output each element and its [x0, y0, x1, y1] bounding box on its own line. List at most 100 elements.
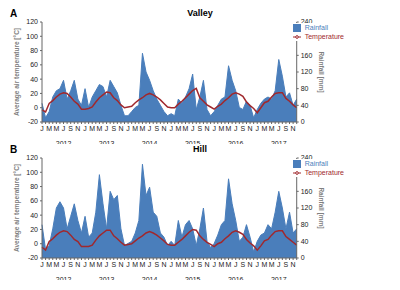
svg-text:J: J [40, 261, 44, 268]
svg-text:M: M [183, 261, 189, 268]
svg-text:M: M [218, 261, 224, 268]
svg-text:M: M [132, 125, 138, 132]
svg-text:J: J [148, 125, 152, 132]
svg-text:N: N [204, 125, 209, 132]
svg-text:60: 60 [30, 61, 38, 68]
svg-text:S: S [154, 125, 159, 132]
svg-text:80: 80 [30, 183, 38, 190]
svg-text:N: N [75, 125, 80, 132]
svg-text:Rainfall [mm]: Rainfall [mm] [317, 51, 325, 92]
svg-text:J: J [105, 261, 109, 268]
svg-text:J: J [169, 261, 173, 268]
svg-text:J: J [40, 125, 44, 132]
svg-text:J: J [83, 125, 87, 132]
svg-text:N: N [291, 125, 296, 132]
svg-text:N: N [118, 125, 123, 132]
svg-text:J: J [234, 261, 238, 268]
svg-text:80: 80 [301, 85, 309, 92]
svg-text:2013: 2013 [99, 140, 115, 144]
svg-text:S: S [111, 125, 116, 132]
svg-text:M: M [132, 261, 138, 268]
svg-text:M: M [226, 125, 232, 132]
svg-text:S: S [198, 261, 203, 268]
svg-text:M: M [53, 125, 59, 132]
svg-text:0: 0 [34, 240, 38, 247]
svg-text:M: M [261, 261, 267, 268]
svg-text:40: 40 [30, 76, 38, 83]
svg-text:40: 40 [301, 238, 309, 245]
svg-text:2017: 2017 [271, 276, 287, 280]
svg-text:2014: 2014 [142, 276, 158, 280]
svg-text:40: 40 [30, 212, 38, 219]
svg-text:J: J [234, 125, 238, 132]
svg-text:N: N [291, 261, 296, 268]
svg-text:J: J [212, 261, 216, 268]
svg-text:M: M [89, 125, 95, 132]
svg-text:200: 200 [301, 171, 313, 178]
svg-text:M: M [175, 125, 181, 132]
svg-text:M: M [261, 125, 267, 132]
svg-text:240: 240 [301, 154, 313, 161]
svg-text:M: M [96, 125, 102, 132]
svg-text:M: M [175, 261, 181, 268]
svg-text:M: M [46, 125, 52, 132]
svg-text:2013: 2013 [99, 276, 115, 280]
svg-text:240: 240 [301, 18, 313, 25]
svg-text:Average air temperature [°C]: Average air temperature [°C] [13, 164, 21, 252]
svg-text:J: J [62, 125, 66, 132]
svg-text:S: S [241, 125, 246, 132]
svg-text:M: M [140, 261, 146, 268]
svg-text:2016: 2016 [228, 276, 244, 280]
svg-text:Average air temperature [°C]: Average air temperature [°C] [13, 28, 21, 116]
svg-text:120: 120 [301, 68, 313, 75]
svg-text:160: 160 [301, 52, 313, 59]
svg-text:2015: 2015 [185, 276, 201, 280]
svg-text:J: J [191, 125, 195, 132]
svg-text:M: M [53, 261, 59, 268]
svg-text:2014: 2014 [142, 140, 158, 144]
svg-text:M: M [183, 125, 189, 132]
svg-text:N: N [75, 261, 80, 268]
svg-text:20: 20 [30, 226, 38, 233]
svg-text:S: S [198, 125, 203, 132]
svg-text:N: N [248, 125, 253, 132]
svg-text:J: J [277, 261, 281, 268]
svg-text:M: M [218, 125, 224, 132]
svg-text:M: M [269, 125, 275, 132]
svg-text:S: S [284, 261, 289, 268]
svg-text:S: S [111, 261, 116, 268]
svg-text:S: S [241, 261, 246, 268]
svg-text:J: J [83, 261, 87, 268]
svg-text:M: M [89, 261, 95, 268]
svg-text:0: 0 [301, 254, 305, 261]
svg-text:J: J [126, 125, 130, 132]
svg-text:M: M [140, 125, 146, 132]
svg-text:Rainfall [mm]: Rainfall [mm] [317, 187, 325, 228]
svg-text:J: J [212, 125, 216, 132]
svg-text:J: J [169, 125, 173, 132]
svg-text:S: S [154, 261, 159, 268]
svg-text:J: J [255, 125, 258, 132]
svg-text:N: N [118, 261, 123, 268]
svg-text:-20: -20 [28, 118, 38, 125]
svg-text:N: N [161, 125, 166, 132]
svg-text:J: J [126, 261, 130, 268]
svg-text:0: 0 [34, 104, 38, 111]
svg-text:120: 120 [26, 154, 38, 161]
svg-text:40: 40 [301, 102, 309, 109]
svg-text:120: 120 [301, 204, 313, 211]
svg-text:200: 200 [301, 35, 313, 42]
svg-text:M: M [46, 261, 52, 268]
svg-text:S: S [68, 125, 73, 132]
svg-text:0: 0 [301, 118, 305, 125]
svg-text:60: 60 [30, 197, 38, 204]
svg-text:2017: 2017 [271, 140, 287, 144]
svg-text:J: J [148, 261, 152, 268]
svg-text:2016: 2016 [228, 140, 244, 144]
svg-text:2015: 2015 [185, 140, 201, 144]
svg-text:N: N [161, 261, 166, 268]
svg-text:S: S [68, 261, 73, 268]
svg-text:160: 160 [301, 188, 313, 195]
svg-text:M: M [226, 261, 232, 268]
svg-text:2012: 2012 [56, 276, 72, 280]
